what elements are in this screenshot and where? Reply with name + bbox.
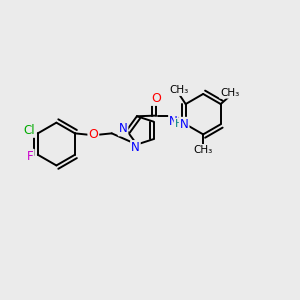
Text: N: N xyxy=(169,115,178,128)
Text: CH₃: CH₃ xyxy=(194,145,213,155)
Text: N: N xyxy=(131,141,140,154)
Text: O: O xyxy=(88,128,98,141)
Text: F: F xyxy=(27,150,34,163)
Text: H: H xyxy=(175,119,183,129)
Text: N: N xyxy=(119,122,128,135)
Text: Cl: Cl xyxy=(23,124,35,137)
Text: N: N xyxy=(180,118,189,131)
Text: CH₃: CH₃ xyxy=(169,85,189,95)
Text: O: O xyxy=(151,92,161,105)
Text: CH₃: CH₃ xyxy=(220,88,239,98)
